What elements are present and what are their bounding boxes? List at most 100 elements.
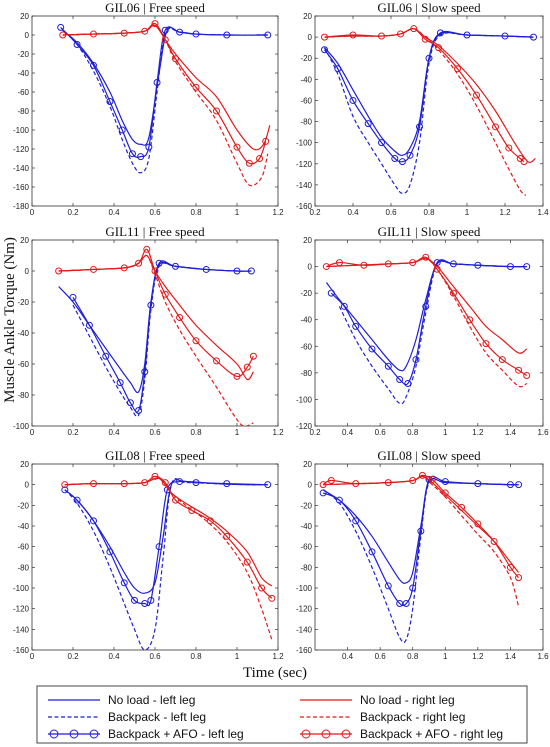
series-marker — [321, 46, 328, 54]
chart-panel: GIL06 | Slow speed 0.2 0.4 0.6 0.8 1 1.2 1.4 20 0… — [296, 0, 549, 217]
series-marker — [213, 107, 220, 115]
series-marker — [73, 496, 81, 504]
series-marker — [126, 399, 134, 407]
series-marker — [213, 357, 220, 365]
series-marker — [192, 479, 200, 487]
series-marker — [192, 337, 200, 345]
series-marker — [506, 263, 514, 271]
y-tick-label: -160 — [296, 202, 313, 211]
x-tick-label: 1.2 — [272, 428, 284, 437]
panel-title: GIL11 | Free speed — [105, 224, 205, 239]
x-tick-label: 0.2 — [67, 428, 79, 437]
series-marker — [155, 259, 163, 267]
y-tick-label: -20 — [17, 50, 29, 59]
series-marker — [172, 496, 179, 504]
series-marker — [412, 356, 420, 364]
y-tick-label: -40 — [17, 69, 29, 78]
series-marker — [435, 44, 442, 52]
series-marker — [433, 259, 441, 267]
x-tick-label: 1.6 — [537, 428, 549, 437]
series-marker — [498, 356, 506, 364]
series-marker — [398, 158, 406, 166]
plot-frame — [314, 239, 544, 427]
legend-label: Backpack - right leg — [360, 710, 465, 724]
series-marker — [492, 123, 499, 131]
series-marker — [384, 582, 392, 590]
y-tick-label: 0 — [308, 481, 313, 490]
x-tick-label: 1.2 — [472, 428, 484, 437]
x-tick-label: 0.4 — [342, 428, 354, 437]
series-marker — [57, 23, 65, 31]
series-marker — [161, 26, 169, 34]
series-marker — [116, 379, 124, 387]
series-marker — [433, 265, 441, 273]
series-marker — [141, 368, 149, 376]
y-tick-label: -60 — [300, 96, 312, 105]
x-tick-label: 0.4 — [342, 652, 354, 661]
series-marker — [473, 91, 480, 99]
y-tick-label: -120 — [296, 160, 313, 169]
series-line-right-backpack-afo — [62, 22, 267, 165]
series-marker — [247, 267, 255, 275]
series-marker — [192, 83, 200, 91]
series-marker — [151, 20, 159, 28]
series-marker — [55, 267, 63, 275]
y-tick-label: -80 — [17, 391, 29, 400]
y-tick-label: -120 — [296, 422, 313, 431]
y-tick-label: -160 — [13, 646, 30, 655]
series-marker — [233, 143, 241, 151]
series-marker — [147, 596, 155, 604]
series-marker — [223, 532, 231, 540]
series-marker — [406, 151, 414, 159]
x-tick-label: 1.2 — [472, 652, 484, 661]
series-marker — [90, 517, 97, 525]
series-marker — [396, 600, 404, 607]
series-line-left-backpack — [338, 259, 527, 405]
chart-panel: GIL11 | Free speed 0 0.2 0.4 0.6 0.8 1 1.2 20 0 -2… — [13, 224, 284, 437]
legend-marker — [321, 729, 331, 739]
series-line-left-backpack — [323, 32, 534, 194]
y-tick-label: -120 — [13, 605, 30, 614]
series-marker — [410, 25, 418, 33]
series-marker — [449, 260, 457, 268]
series-marker — [90, 61, 97, 69]
y-tick-label: -40 — [17, 522, 29, 531]
series-marker — [135, 259, 143, 267]
y-tick-label: -20 — [17, 501, 29, 510]
x-tick-label: 1.4 — [505, 652, 517, 661]
y-tick-label: 20 — [20, 460, 29, 469]
series-marker — [474, 520, 482, 528]
y-tick-label: -140 — [296, 181, 313, 190]
x-tick-label: 0.8 — [407, 652, 419, 661]
series-marker — [515, 481, 523, 489]
y-tick-label: -80 — [17, 107, 29, 116]
series-line-right-backpack-afo — [324, 27, 525, 163]
x-tick-label: 1 — [443, 428, 448, 437]
series-line-right-backpack-afo — [326, 256, 528, 377]
series-marker — [206, 517, 214, 525]
legend-items: No load - left leg No load - right leg Bac… — [48, 693, 503, 741]
series-marker — [85, 321, 93, 329]
series-marker — [321, 33, 328, 41]
chart-panel: GIL11 | Slow speed 0.2 0.4 0.6 0.8 1 1.2 1.4 1.6… — [296, 224, 549, 437]
y-tick-label: -120 — [296, 605, 313, 614]
series-marker — [418, 471, 426, 479]
series-marker — [188, 507, 196, 514]
series-marker — [515, 574, 523, 582]
x-tick-label: 0 — [30, 428, 35, 437]
series-marker — [161, 36, 169, 44]
series-marker — [368, 345, 376, 353]
series-marker — [223, 31, 231, 39]
legend-label: No load - left leg — [108, 693, 195, 707]
series-marker — [466, 316, 474, 324]
y-tick-label: -40 — [300, 316, 312, 325]
series-marker — [520, 158, 528, 166]
series-marker — [172, 55, 179, 63]
series-marker — [505, 144, 513, 152]
series-line-right-backpack-afo — [64, 475, 273, 599]
series-marker — [458, 503, 466, 511]
y-tick-label: 20 — [303, 12, 312, 21]
legend-item: Backpack - left leg — [48, 710, 206, 724]
series-marker — [335, 259, 343, 267]
series-marker — [256, 155, 264, 162]
